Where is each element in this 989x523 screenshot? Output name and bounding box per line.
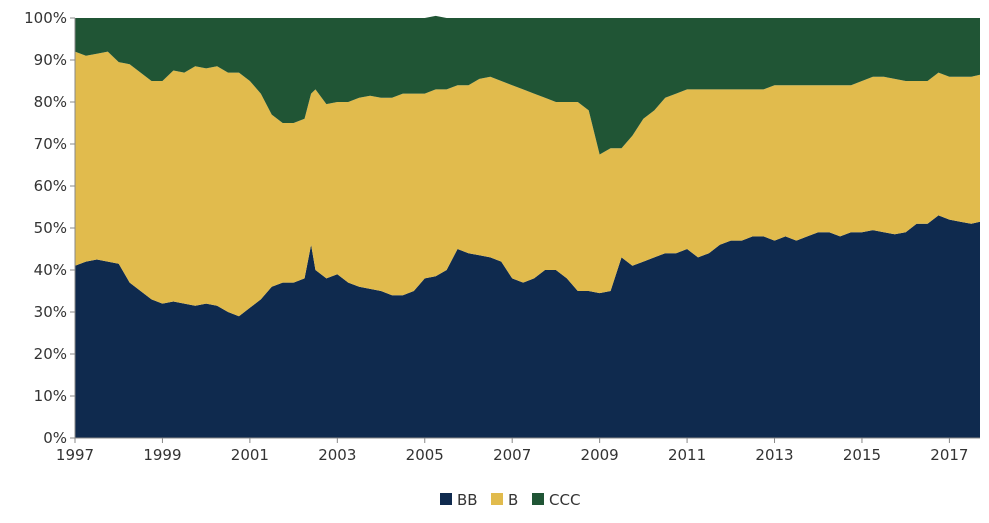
area-layers — [75, 15, 980, 438]
y-tick-label: 100% — [24, 9, 67, 27]
y-tick-label: 0% — [43, 429, 67, 447]
y-tick-label: 30% — [34, 303, 67, 321]
area-ccc — [75, 15, 980, 155]
y-tick-label: 80% — [34, 93, 67, 111]
legend-label-ccc: CCC — [549, 491, 580, 509]
x-tick-label: 2017 — [930, 446, 968, 464]
y-axis-ticks: 0% 10% 20% 30% 40% 50% 60% 70% 80% 90% 100% — [24, 9, 75, 447]
x-tick-label: 2003 — [318, 446, 356, 464]
legend-swatch-ccc — [532, 493, 544, 505]
x-tick-label: 1997 — [56, 446, 94, 464]
legend-swatch-bb — [440, 493, 452, 505]
y-tick-label: 60% — [34, 177, 67, 195]
x-tick-label: 2005 — [406, 446, 444, 464]
y-tick-label: 90% — [34, 51, 67, 69]
x-tick-label: 2009 — [581, 446, 619, 464]
y-tick-label: 70% — [34, 135, 67, 153]
x-tick-label: 1999 — [143, 446, 181, 464]
x-tick-label: 2001 — [231, 446, 269, 464]
legend-label-b: B — [508, 491, 518, 509]
x-tick-label: 2007 — [493, 446, 531, 464]
x-tick-label: 2011 — [668, 446, 706, 464]
x-tick-label: 2013 — [755, 446, 793, 464]
x-axis-ticks: 1997 1999 2001 2003 2005 2007 2009 2011 2013 2015… — [56, 438, 968, 464]
legend: BB B CCC — [440, 491, 580, 509]
area-bb — [75, 215, 980, 438]
area-b — [75, 51, 980, 317]
legend-label-bb: BB — [457, 491, 478, 509]
y-tick-label: 20% — [34, 345, 67, 363]
legend-swatch-b — [491, 493, 503, 505]
x-tick-label: 2015 — [843, 446, 881, 464]
y-tick-label: 10% — [34, 387, 67, 405]
y-tick-label: 50% — [34, 219, 67, 237]
y-tick-label: 40% — [34, 261, 67, 279]
